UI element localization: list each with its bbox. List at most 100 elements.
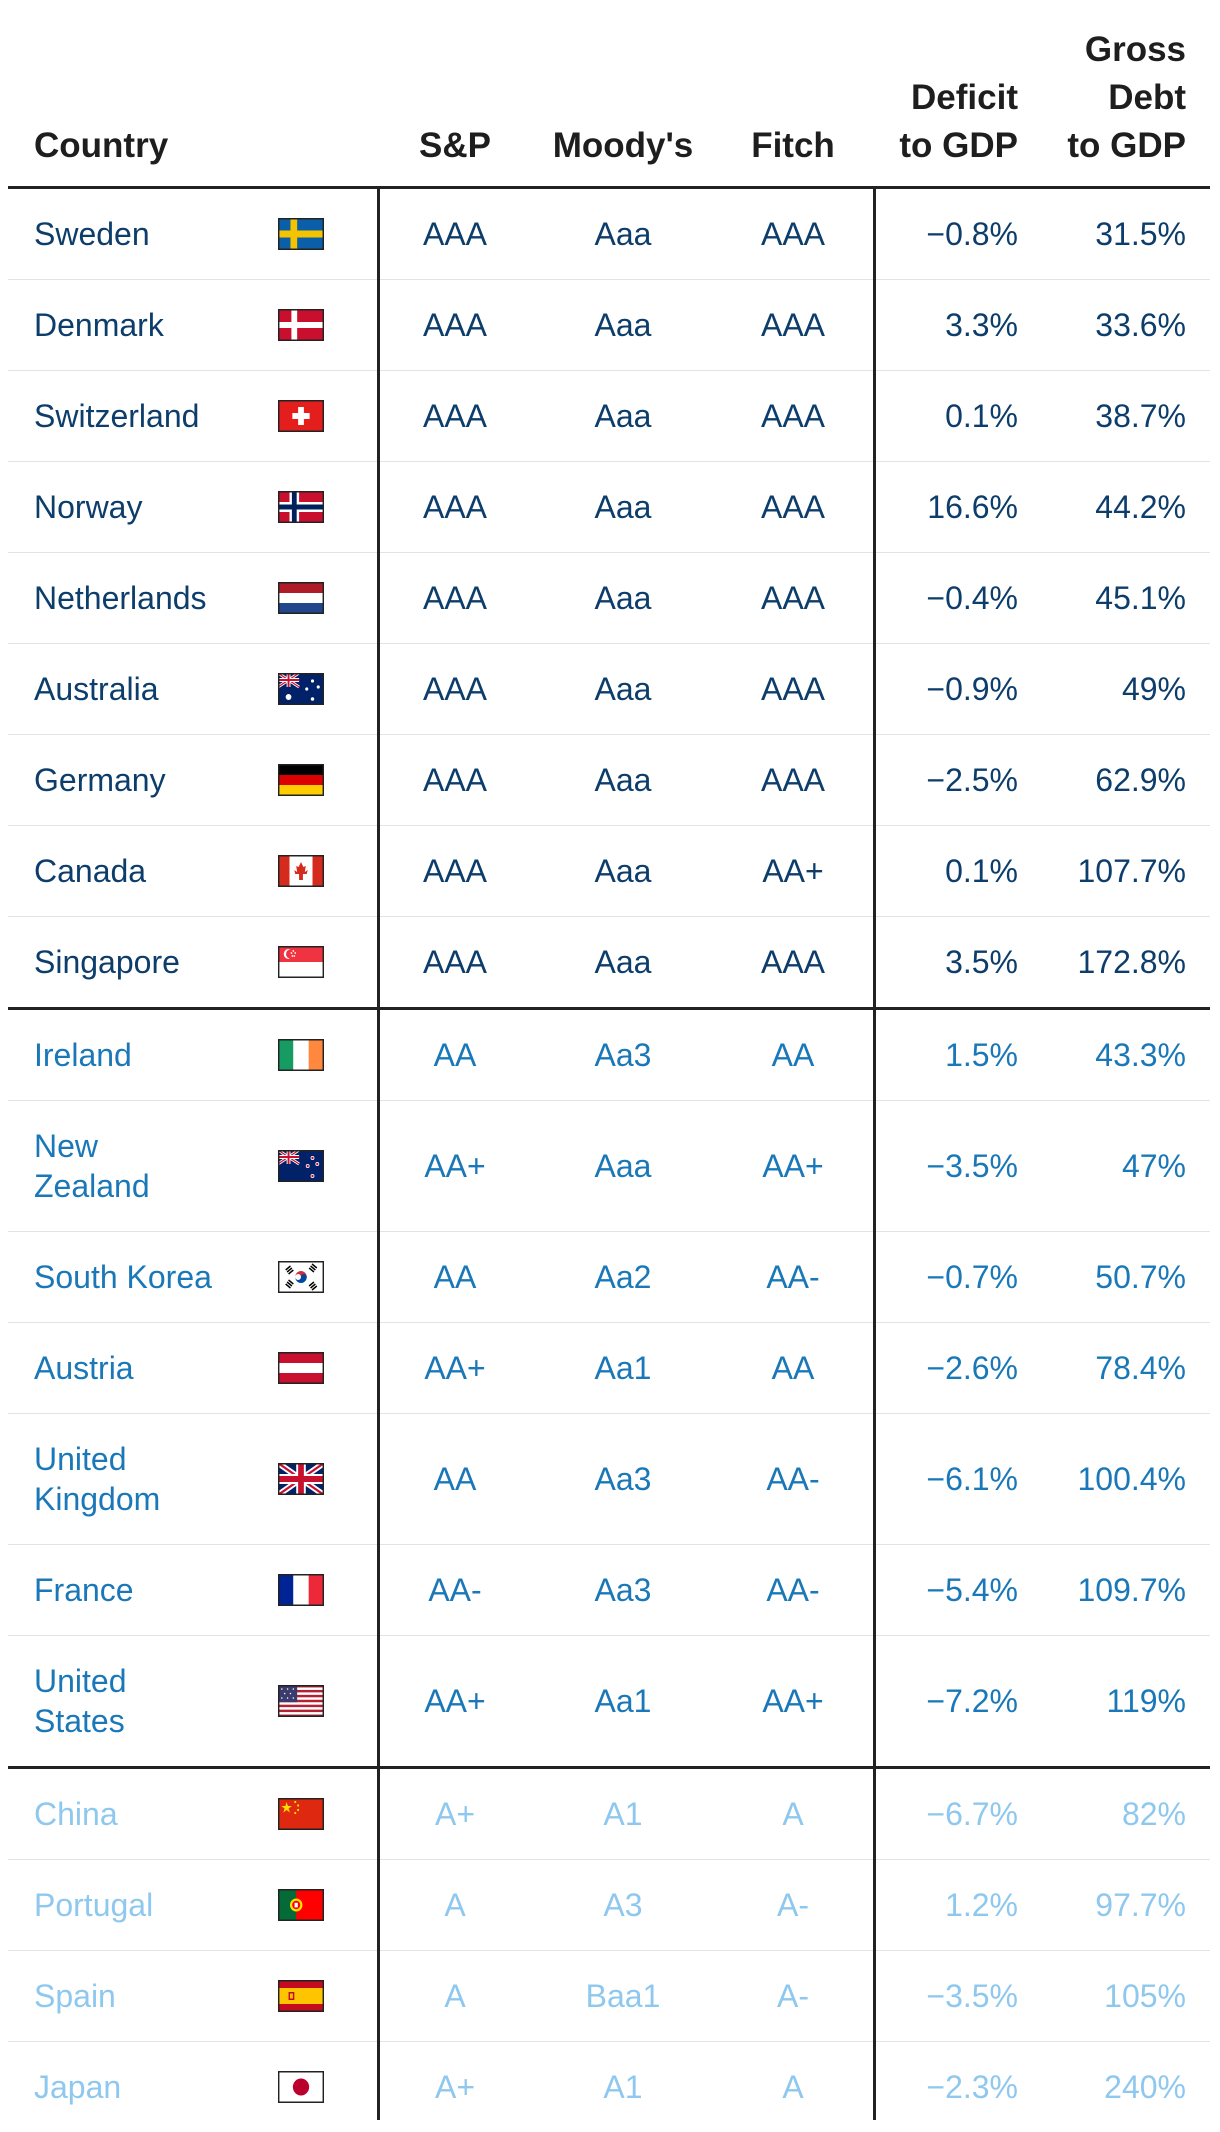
header-debt: Gross Debt to GDP bbox=[1040, 26, 1186, 170]
deficit-to-gdp-cell: 1.2% bbox=[945, 1886, 1018, 1923]
deficit-to-gdp-cell: −0.9% bbox=[926, 670, 1018, 707]
fitch-rating-cell: AA- bbox=[766, 1460, 820, 1497]
debt-to-gdp-cell: 31.5% bbox=[1095, 215, 1186, 252]
country-cell: Portugal bbox=[34, 1887, 154, 1923]
header-debt-line1: Gross bbox=[1084, 30, 1186, 69]
country-cell: Canada bbox=[34, 853, 147, 889]
debt-to-gdp-cell: 33.6% bbox=[1095, 306, 1186, 343]
group-rule bbox=[8, 1766, 1210, 1769]
fitch-rating-cell: AA- bbox=[766, 1571, 820, 1608]
fitch-rating-cell: AA bbox=[771, 1349, 815, 1386]
deficit-to-gdp-cell: −0.7% bbox=[926, 1258, 1018, 1295]
country-cell: Singapore bbox=[34, 944, 180, 980]
sp-rating-cell: A+ bbox=[434, 1795, 476, 1832]
sp-rating-cell: AA+ bbox=[424, 1147, 486, 1184]
moodys-rating-cell: Aa3 bbox=[594, 1036, 652, 1073]
sp-rating-cell: AAA bbox=[422, 943, 488, 980]
country-cell: Spain bbox=[34, 1978, 116, 2014]
table-row: South Korea AA Aa2 AA- −0.7% 50.7% bbox=[0, 1232, 1220, 1322]
deficit-to-gdp-cell: −6.1% bbox=[926, 1460, 1018, 1497]
deficit-to-gdp-cell: −5.4% bbox=[926, 1571, 1018, 1608]
table-row: New Zealand AA+ Aaa AA+ −3.5% 47% bbox=[0, 1101, 1220, 1231]
row-separator bbox=[8, 1635, 1210, 1636]
row-separator bbox=[8, 461, 1210, 462]
ratings-column-rule bbox=[873, 186, 876, 2120]
japan-flag-icon bbox=[276, 2042, 326, 2132]
fitch-rating-cell: AA+ bbox=[762, 1682, 824, 1719]
moodys-rating-cell: Baa1 bbox=[585, 1977, 661, 2014]
deficit-to-gdp-cell: −2.3% bbox=[926, 2068, 1018, 2105]
country-column-rule bbox=[377, 186, 380, 2120]
moodys-rating-cell: Aaa bbox=[594, 761, 652, 798]
sp-rating-cell: AA- bbox=[428, 1571, 482, 1608]
header-deficit-line1: Deficit bbox=[911, 78, 1018, 117]
sp-rating-cell: AA+ bbox=[424, 1682, 486, 1719]
country-cell: Ireland bbox=[34, 1037, 132, 1073]
deficit-to-gdp-cell: −3.5% bbox=[926, 1147, 1018, 1184]
spain-flag-icon bbox=[276, 1951, 326, 2041]
united-kingdom-flag-icon bbox=[276, 1414, 326, 1544]
fitch-rating-cell: AAA bbox=[760, 579, 826, 616]
debt-to-gdp-cell: 105% bbox=[1104, 1977, 1186, 2014]
deficit-to-gdp-cell: −6.7% bbox=[926, 1795, 1018, 1832]
table-row: Australia AAA Aaa AAA −0.9% 49% bbox=[0, 644, 1220, 734]
header-country: Country bbox=[34, 126, 169, 165]
fitch-rating-cell: AA bbox=[771, 1036, 815, 1073]
country-cell: Norway bbox=[34, 489, 143, 525]
table-row: United States AA+ Aa1 AA+ −7.2% 119% bbox=[0, 1636, 1220, 1766]
fitch-rating-cell: AA+ bbox=[762, 1147, 824, 1184]
row-separator bbox=[8, 734, 1210, 735]
table-row: China A+ A1 A −6.7% 82% bbox=[0, 1769, 1220, 1859]
moodys-rating-cell: Aa1 bbox=[594, 1682, 652, 1719]
header-debt-line2: Debt bbox=[1108, 78, 1186, 117]
country-cell: Denmark bbox=[34, 307, 164, 343]
country-cell: Japan bbox=[34, 2069, 122, 2105]
country-cell: France bbox=[34, 1572, 134, 1608]
row-separator bbox=[8, 1950, 1210, 1951]
deficit-to-gdp-cell: −7.2% bbox=[926, 1682, 1018, 1719]
country-cell: New Zealand bbox=[34, 1128, 150, 1204]
table-row: France AA- Aa3 AA- −5.4% 109.7% bbox=[0, 1545, 1220, 1635]
fitch-rating-cell: AAA bbox=[760, 215, 826, 252]
deficit-to-gdp-cell: 3.3% bbox=[945, 306, 1018, 343]
debt-to-gdp-cell: 43.3% bbox=[1095, 1036, 1186, 1073]
denmark-flag-icon bbox=[276, 280, 326, 370]
moodys-rating-cell: Aa1 bbox=[594, 1349, 652, 1386]
debt-to-gdp-cell: 100.4% bbox=[1077, 1460, 1186, 1497]
debt-to-gdp-cell: 82% bbox=[1121, 1795, 1186, 1832]
fitch-rating-cell: AAA bbox=[760, 761, 826, 798]
table-row: Singapore AAA Aaa AAA 3.5% 172.8% bbox=[0, 917, 1220, 1007]
row-separator bbox=[8, 1859, 1210, 1860]
header-sp: S&P bbox=[419, 126, 491, 165]
moodys-rating-cell: Aaa bbox=[594, 579, 652, 616]
sp-rating-cell: A bbox=[444, 1977, 466, 2014]
fitch-rating-cell: AA- bbox=[766, 1258, 820, 1295]
country-cell: United States bbox=[34, 1663, 127, 1739]
moodys-rating-cell: Aaa bbox=[594, 215, 652, 252]
china-flag-icon bbox=[276, 1769, 326, 1859]
moodys-rating-cell: A3 bbox=[603, 1886, 643, 1923]
sp-rating-cell: AAA bbox=[422, 670, 488, 707]
country-cell: Germany bbox=[34, 762, 166, 798]
sp-rating-cell: A bbox=[444, 1886, 466, 1923]
fitch-rating-cell: A- bbox=[777, 1886, 809, 1923]
header-deficit-line2: to GDP bbox=[899, 126, 1018, 165]
header-deficit: Deficit to GDP bbox=[880, 74, 1018, 170]
row-separator bbox=[8, 1100, 1210, 1101]
moodys-rating-cell: Aa3 bbox=[594, 1571, 652, 1608]
table-row: United Kingdom AA Aa3 AA- −6.1% 100.4% bbox=[0, 1414, 1220, 1544]
sp-rating-cell: AAA bbox=[422, 852, 488, 889]
fitch-rating-cell: AAA bbox=[760, 943, 826, 980]
debt-to-gdp-cell: 44.2% bbox=[1095, 488, 1186, 525]
debt-to-gdp-cell: 97.7% bbox=[1095, 1886, 1186, 1923]
row-separator bbox=[8, 825, 1210, 826]
moodys-rating-cell: A1 bbox=[603, 1795, 643, 1832]
deficit-to-gdp-cell: −0.8% bbox=[926, 215, 1018, 252]
table-row: Portugal A A3 A- 1.2% 97.7% bbox=[0, 1860, 1220, 1950]
deficit-to-gdp-cell: 0.1% bbox=[945, 852, 1018, 889]
table-row: Germany AAA Aaa AAA −2.5% 62.9% bbox=[0, 735, 1220, 825]
new-zealand-flag-icon bbox=[276, 1101, 326, 1231]
sp-rating-cell: AA+ bbox=[424, 1349, 486, 1386]
moodys-rating-cell: Aaa bbox=[594, 852, 652, 889]
